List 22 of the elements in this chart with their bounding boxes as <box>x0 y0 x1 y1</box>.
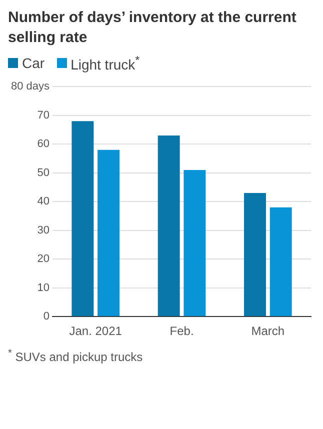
y-tick-label: 40 <box>37 195 50 208</box>
x-tick-label: Jan. 2021 <box>69 324 122 338</box>
legend-label: Light truck$^{*}$ <box>70 54 140 73</box>
y-tick-label: 50 <box>37 166 50 179</box>
y-tick-label: 10 <box>37 282 50 294</box>
bar <box>184 170 206 316</box>
text: $^{*}$ SUVs and pickup trucks <box>8 348 144 364</box>
bar <box>270 207 292 316</box>
legend-label: Car <box>22 55 45 72</box>
bar <box>98 150 120 316</box>
y-tick-label: 80 days <box>10 80 50 92</box>
y-tick-label: 30 <box>37 224 50 236</box>
bar <box>158 135 180 316</box>
x-tick-label: Feb. <box>170 324 194 338</box>
x-tick-label: March <box>251 324 285 338</box>
y-tick-label: 60 <box>37 138 50 150</box>
y-tick-label: 20 <box>37 252 50 265</box>
bar <box>244 192 266 316</box>
chart-title: Number of days’ inventory at the current selling rate <box>8 8 298 48</box>
y-tick-label: 70 <box>37 109 50 122</box>
bar <box>72 120 94 316</box>
y-tick-label: 0 <box>43 310 50 322</box>
